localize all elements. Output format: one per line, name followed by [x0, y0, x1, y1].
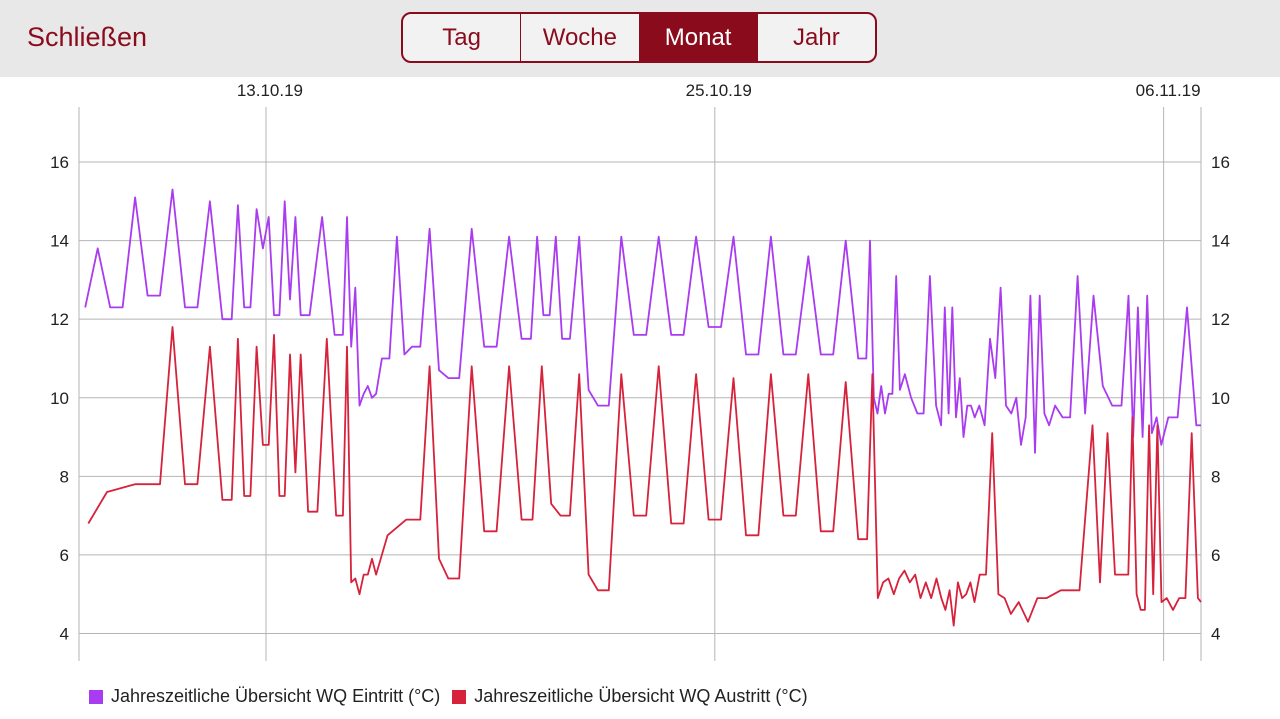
y-tick-label-right: 8 [1211, 467, 1220, 486]
legend-item-outlet: Jahreszeitliche Übersicht WQ Austritt (°… [452, 686, 808, 707]
legend-item-inlet: Jahreszeitliche Übersicht WQ Eintritt (°… [89, 686, 440, 707]
y-tick-label-right: 12 [1211, 310, 1230, 329]
legend-swatch-inlet [89, 689, 103, 704]
tab-day[interactable]: Tag [442, 23, 481, 51]
close-button[interactable]: Schließen [27, 22, 148, 52]
y-tick-label-left: 12 [50, 310, 69, 329]
tab-year[interactable]: Jahr [756, 14, 875, 61]
legend-label-inlet: Jahreszeitliche Übersicht WQ Eintritt (°… [111, 686, 441, 706]
temperature-line-chart: 4 4 6 6 8 8 10 10 12 12 14 14 16 16 13.10.19 25.10.19 06… [50, 81, 1230, 661]
y-tick-label-right: 10 [1211, 389, 1230, 408]
series-line-outlet [87, 326, 1202, 627]
x-tick-label: 25.10.19 [686, 81, 752, 100]
y-tick-label-left: 14 [50, 232, 69, 251]
legend-label-outlet: Jahreszeitliche Übersicht WQ Austritt (°… [474, 686, 808, 706]
y-tick-label-left: 4 [60, 624, 69, 643]
legend-swatch-outlet [452, 689, 467, 704]
y-tick-label-left: 10 [50, 389, 69, 408]
tab-week[interactable]: Woche [520, 14, 638, 61]
y-tick-label-right: 16 [1211, 153, 1230, 172]
y-tick-label-left: 16 [50, 153, 69, 172]
tab-month[interactable]: Monat [638, 14, 757, 61]
period-segmented-control: Tag Woche Monat Jahr [401, 12, 877, 63]
y-tick-label-left: 8 [60, 467, 69, 486]
y-tick-label-right: 14 [1211, 232, 1230, 251]
x-tick-label: 13.10.19 [237, 81, 303, 100]
series-line-inlet [84, 188, 1201, 454]
top-bar: Schließen Tag Woche Monat Jahr [0, 0, 1280, 77]
y-tick-label-left: 6 [60, 546, 69, 565]
y-tick-label-right: 6 [1211, 546, 1220, 565]
x-tick-label: 06.11.19 [1136, 81, 1201, 100]
chart-legend: Jahreszeitliche Übersicht WQ Eintritt (°… [89, 686, 820, 707]
y-tick-label-right: 4 [1211, 624, 1220, 643]
